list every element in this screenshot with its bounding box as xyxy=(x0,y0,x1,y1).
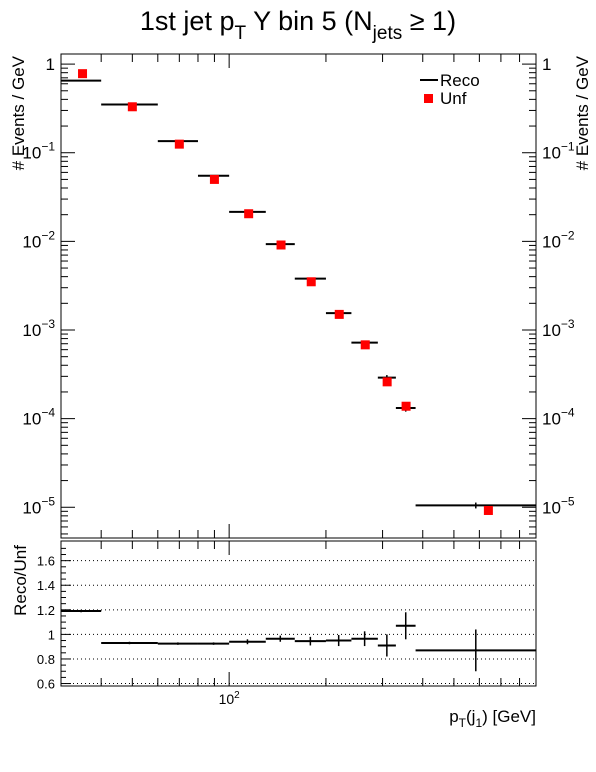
ratio-panel: 0.6 0.8 1 1.2 1.4 1.6 102 Reco/Unf pT(j1) [Ge… xyxy=(11,540,537,730)
unf-series xyxy=(78,69,493,515)
ratio-y-tick-label: 1.6 xyxy=(37,554,55,569)
top-y-tick-label-left: 10−4 xyxy=(22,406,55,429)
top-y-tick-label-left: 10−5 xyxy=(22,494,55,517)
unf-point xyxy=(244,209,254,219)
unf-point xyxy=(483,505,493,515)
top-y-tick-label-right: 10−1 xyxy=(542,140,575,163)
ratio-series xyxy=(61,609,536,672)
top-x-axis xyxy=(60,54,537,538)
title-subscript-jets: jets xyxy=(372,23,403,44)
unf-point xyxy=(127,102,137,112)
unf-point xyxy=(276,240,286,250)
legend-unf-marker xyxy=(424,94,433,103)
ratio-plot-frame xyxy=(60,540,537,687)
top-y-tick-label-left: 10−2 xyxy=(22,228,55,251)
unf-point xyxy=(360,340,370,350)
x-axis-label: pT(j1) [GeV] xyxy=(449,707,536,730)
ratio-y-tick-label: 0.6 xyxy=(37,677,55,692)
unf-point xyxy=(401,401,411,411)
legend-unf-label: Unf xyxy=(440,89,467,108)
ratio-x-axis: 102 xyxy=(60,541,537,707)
top-y-tick-label-left: 10−1 xyxy=(22,140,55,163)
top-y-tick-label-left: 1 xyxy=(46,55,55,74)
reco-series xyxy=(61,79,536,509)
top-y-axis: 1 1 10−1 10−1 10−2 10−2 10−3 10−3 10−4 10−4 10−5 10… xyxy=(22,55,575,535)
unf-point xyxy=(382,377,392,387)
legend: Reco Unf xyxy=(420,71,480,108)
top-y-tick-label-right: 10−5 xyxy=(542,494,575,517)
ratio-x-tick-label: 102 xyxy=(219,690,241,707)
unf-point xyxy=(306,277,316,287)
top-panel: 1 1 10−1 10−1 10−2 10−2 10−3 10−3 10−4 10−4 10−5 10… xyxy=(9,53,592,539)
chart-title: 1st jet pT Y bin 5 (Njets ≥ 1) xyxy=(140,6,456,44)
top-y-tick-label-right: 10−2 xyxy=(542,228,575,251)
ratio-y-axis-label: Reco/Unf xyxy=(11,545,30,616)
top-y-tick-label-right: 10−3 xyxy=(542,317,575,340)
top-plot-frame xyxy=(60,53,537,539)
legend-reco-label: Reco xyxy=(440,71,480,90)
unf-point xyxy=(174,139,184,149)
title-subscript-t: T xyxy=(234,23,246,44)
ratio-y-axis: 0.6 0.8 1 1.2 1.4 1.6 xyxy=(37,547,71,692)
ratio-y-tick-label: 1.4 xyxy=(37,578,55,593)
unf-point xyxy=(209,174,219,184)
ratio-y-tick-label: 1 xyxy=(48,627,55,642)
top-y-tick-label-left: 10−3 xyxy=(22,317,55,340)
ratio-y-tick-label: 0.8 xyxy=(37,652,55,667)
ratio-gridlines xyxy=(61,560,536,685)
unf-point xyxy=(334,309,344,319)
top-y-tick-label-right: 1 xyxy=(542,55,551,74)
unf-point xyxy=(78,69,88,79)
top-y-axis-label-left: # Events / GeV xyxy=(9,55,28,170)
ratio-y-tick-label: 1.2 xyxy=(37,603,55,618)
top-y-axis-label-right: # Events / GeV xyxy=(573,55,592,170)
top-y-tick-label-right: 10−4 xyxy=(542,406,575,429)
